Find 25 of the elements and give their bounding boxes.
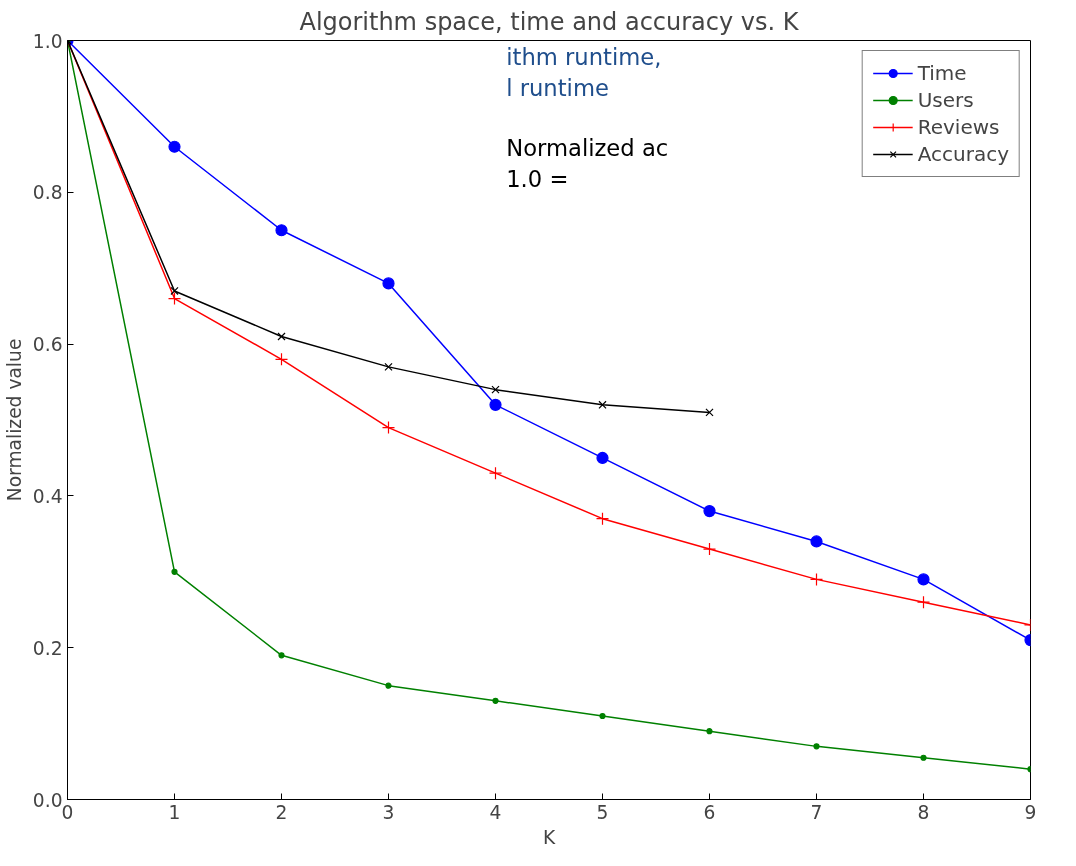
legend-label: Time xyxy=(917,61,967,85)
annotation: Normalized ac 1.0 = xyxy=(506,135,669,193)
x-tick-label: 7 xyxy=(810,801,823,823)
annotation: ithm runtime, l runtime xyxy=(506,44,662,102)
x-tick-label: 5 xyxy=(596,801,609,823)
chart-title: Algorithm space, time and accuracy vs. K xyxy=(299,7,800,36)
y-axis-title: Normalized value xyxy=(3,338,25,502)
y-tick-label: 0.0 xyxy=(32,789,63,811)
legend-label: Users xyxy=(917,88,974,112)
x-axis-title: K xyxy=(542,826,556,848)
y-tick-label: 0.6 xyxy=(32,334,63,356)
x-tick-label: 8 xyxy=(917,801,930,823)
y-tick-label: 0.8 xyxy=(32,182,63,204)
x-tick-label: 9 xyxy=(1024,801,1037,823)
legend-label: Reviews xyxy=(917,115,1000,139)
x-tick-label: 2 xyxy=(275,801,288,823)
x-tick-label: 4 xyxy=(489,801,502,823)
legend-label: Accuracy xyxy=(917,142,1009,166)
x-tick-label: 3 xyxy=(382,801,395,823)
y-tick-label: 0.2 xyxy=(32,637,63,659)
x-tick-label: 6 xyxy=(703,801,716,823)
y-tick-label: 0.4 xyxy=(32,485,63,507)
x-tick-label: 0 xyxy=(61,801,74,823)
x-tick-label: 1 xyxy=(168,801,181,823)
y-tick-label: 1.0 xyxy=(32,30,63,52)
